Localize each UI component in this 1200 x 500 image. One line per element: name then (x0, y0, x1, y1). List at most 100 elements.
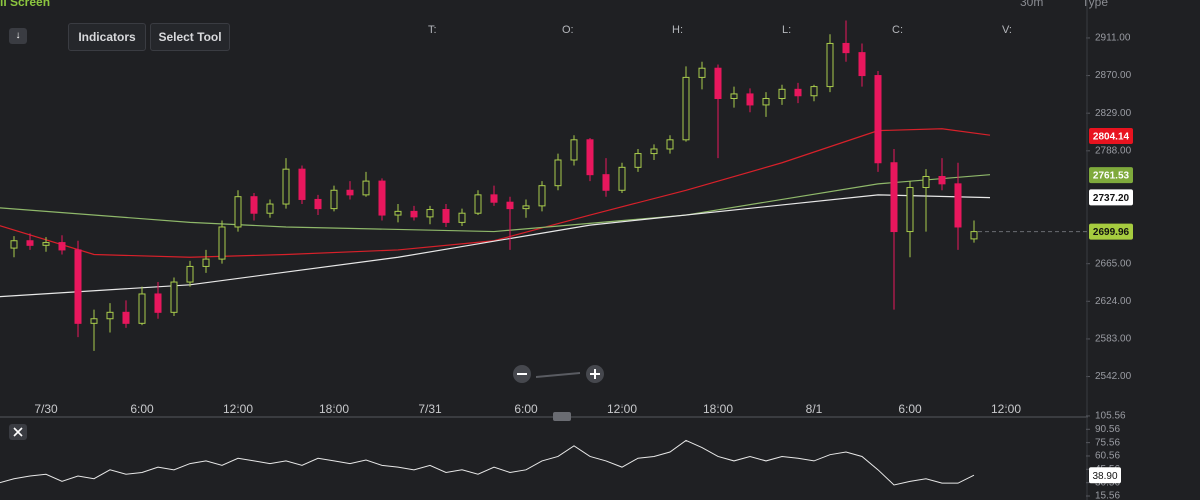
candle-body (362, 180, 370, 196)
candle-body (314, 198, 322, 210)
candle-body (538, 185, 546, 207)
candle-body (58, 242, 66, 251)
x-tick-label: 12:00 (607, 402, 637, 416)
y-tick-label: 2911.00 (1095, 33, 1131, 44)
candle-body (218, 226, 226, 260)
ohlcv-label: L: (782, 24, 791, 36)
candle-body (842, 42, 850, 54)
interval-menu[interactable]: 30m (1020, 0, 1044, 9)
x-tick-label: 7/31 (418, 402, 442, 416)
price-tag-label: 2761.53 (1093, 171, 1130, 182)
candle-body (506, 201, 514, 210)
candle-body (714, 67, 722, 100)
oscillator-line (0, 439, 975, 486)
candle-body (474, 194, 482, 214)
candle-body (906, 187, 914, 233)
candle-body (570, 139, 578, 161)
candle-body (522, 205, 530, 210)
y-tick-label: 2583.00 (1095, 334, 1132, 345)
plus-icon (590, 369, 600, 379)
candle-body (42, 242, 50, 246)
candle-body (170, 281, 178, 313)
x-tick-label: 18:00 (703, 402, 733, 416)
candle-body (938, 176, 946, 185)
price-tag (1089, 189, 1133, 206)
candle-body (282, 168, 290, 205)
candle-body (682, 76, 690, 141)
candle-body (10, 240, 18, 249)
y-tick-label: 60.56 (1095, 451, 1120, 462)
zoom-slider[interactable] (536, 372, 580, 378)
panel-resize-handle[interactable] (553, 412, 571, 421)
candle-body (330, 189, 338, 210)
x-tick-label: 12:00 (223, 402, 253, 416)
candle-body (266, 203, 274, 214)
moving-average (0, 128, 991, 258)
close-icon (13, 427, 23, 437)
candle-body (138, 293, 146, 324)
candle-body (746, 93, 754, 106)
candle-body (858, 52, 866, 77)
candle-body (826, 42, 834, 88)
price-tag (1089, 223, 1133, 240)
moving-average (0, 194, 991, 298)
price-tag-label: 2699.96 (1093, 227, 1130, 238)
type-menu[interactable]: Type (1082, 0, 1109, 9)
candle-body (874, 75, 882, 164)
candle-body (778, 88, 786, 100)
candle-body (954, 183, 962, 228)
candle-body (346, 189, 354, 196)
candle-body (122, 311, 130, 324)
candle-body (426, 209, 434, 218)
candle-body (394, 210, 402, 216)
price-tag-label: 2804.14 (1093, 132, 1130, 143)
ohlcv-label: T: (428, 24, 437, 36)
candle-body (730, 93, 738, 100)
price-tag-label: 2737.20 (1093, 193, 1130, 204)
candle-body (922, 176, 930, 189)
select-tool-button[interactable]: Select Tool (150, 23, 230, 51)
full-screen-link[interactable]: ll Screen (0, 0, 51, 9)
ohlcv-label: H: (672, 24, 683, 36)
y-tick-label: 2624.00 (1095, 296, 1132, 307)
candle-body (762, 98, 770, 106)
y-tick-label: 75.56 (1095, 437, 1120, 448)
y-tick-label: 2665.00 (1095, 258, 1132, 269)
candle-body (378, 180, 386, 216)
candle-body (890, 162, 898, 233)
indicators-button[interactable]: Indicators (68, 23, 146, 51)
candle-body (586, 139, 594, 176)
candle-body (490, 194, 498, 203)
ohlcv-label: V: (1002, 24, 1012, 36)
candle-body (202, 258, 210, 267)
candle-body (442, 209, 450, 223)
x-tick-label: 7/30 (34, 402, 58, 416)
candle-body (410, 210, 418, 218)
moving-average (0, 174, 991, 233)
candle-body (298, 168, 306, 200)
candle-body (250, 196, 258, 214)
candle-body (794, 88, 802, 97)
candle-body (554, 159, 562, 187)
y-tick-label: 90.56 (1095, 424, 1120, 435)
y-tick-label: 2870.00 (1095, 70, 1132, 81)
candle-body (698, 67, 706, 78)
y-tick-label: 2788.00 (1095, 145, 1132, 156)
candle-body (634, 153, 642, 168)
candle-body (154, 293, 162, 313)
candle-body (106, 311, 114, 320)
x-tick-label: 6:00 (130, 402, 154, 416)
candle-body (74, 249, 82, 324)
y-tick-label: 105.56 (1095, 411, 1126, 422)
ohlcv-label: C: (892, 24, 903, 36)
price-tag (1089, 167, 1133, 184)
candle-body (234, 196, 242, 228)
collapse-button[interactable]: ↓ (9, 28, 27, 44)
y-tick-label: 2542.00 (1095, 371, 1132, 382)
candle-body (458, 212, 466, 223)
price-tag (1089, 128, 1133, 145)
x-tick-label: 6:00 (898, 402, 922, 416)
x-tick-label: 18:00 (319, 402, 349, 416)
value-tag-label: 38.90 (1092, 471, 1117, 482)
